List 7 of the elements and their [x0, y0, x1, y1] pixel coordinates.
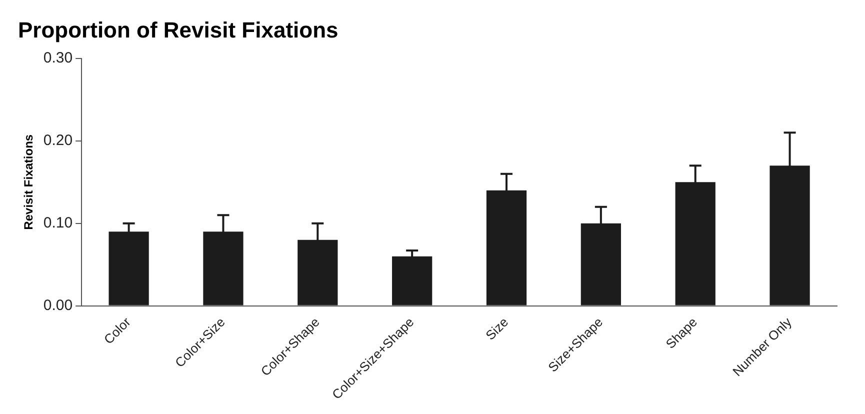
y-tick-label: 0.30 [43, 50, 73, 67]
chart-title: Proportion of Revisit Fixations [18, 17, 338, 42]
y-axis-title: Revisit Fixations [22, 134, 36, 230]
y-tick-label: 0.20 [43, 132, 73, 150]
y-tick-label: 0.10 [43, 214, 73, 232]
x-tick-label: Size [482, 314, 512, 343]
y-tick-label: 0.00 [43, 296, 73, 314]
